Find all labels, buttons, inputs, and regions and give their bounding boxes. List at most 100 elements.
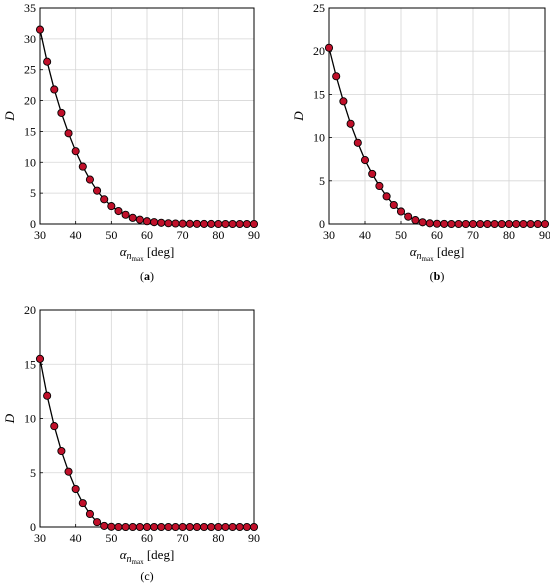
data-point (454, 219, 463, 229)
data-point (85, 175, 94, 184)
data-point (432, 219, 442, 228)
x-tick-label: 50 (105, 531, 117, 545)
data-point (192, 219, 201, 228)
data-point (107, 202, 116, 211)
y-tick-label: 5 (30, 186, 36, 200)
data-point (382, 192, 391, 201)
data-point (64, 467, 73, 476)
data-point (192, 522, 201, 532)
data-point (221, 219, 230, 229)
y-tick-label: 5 (30, 466, 36, 480)
x-tick-label: 90 (248, 228, 260, 242)
x-tick-label: 60 (431, 228, 443, 242)
data-point (353, 138, 362, 147)
y-tick-label: 20 (24, 303, 36, 317)
data-point (142, 217, 152, 226)
y-tick-label: 10 (24, 155, 36, 169)
x-tick-label: 90 (539, 228, 550, 242)
data-point (249, 522, 259, 532)
x-tick-label: 70 (467, 228, 479, 242)
y-tick-label: 0 (30, 217, 36, 231)
data-point (93, 186, 102, 195)
data-point (128, 522, 137, 532)
data-point (346, 119, 355, 128)
data-point (324, 43, 334, 52)
data-point (43, 391, 52, 400)
data-point (200, 522, 209, 532)
data-point (71, 484, 80, 494)
y-tick-label: 5 (319, 174, 325, 188)
x-tick-label: 40 (70, 531, 82, 545)
data-point (78, 162, 87, 171)
data-point (185, 219, 194, 228)
x-tick-label: 30 (34, 228, 46, 242)
y-tick-label: 30 (24, 32, 36, 46)
data-point (128, 213, 137, 222)
data-point (249, 219, 259, 229)
x-tick-label: 60 (141, 531, 153, 545)
y-tick-label: 20 (24, 94, 36, 108)
x-tick-label: 50 (395, 228, 407, 242)
data-point (43, 57, 52, 66)
y-tick-label: 20 (313, 44, 325, 58)
data-point (526, 219, 535, 229)
data-point (440, 219, 449, 228)
data-point (519, 219, 528, 229)
data-point (483, 219, 492, 229)
data-point (50, 422, 59, 431)
y-tick-label: 10 (313, 131, 325, 145)
data-point (368, 169, 377, 178)
data-point (389, 200, 398, 210)
data-point (78, 499, 87, 508)
data-point (490, 219, 499, 229)
data-point (135, 215, 144, 224)
data-point (185, 522, 194, 532)
data-point (64, 129, 73, 138)
data-point (85, 509, 94, 519)
data-point (228, 219, 237, 229)
data-point (396, 207, 406, 216)
data-point (404, 212, 413, 221)
data-point (150, 522, 159, 532)
data-point (93, 518, 102, 527)
data-point (178, 219, 187, 228)
data-point (242, 522, 251, 532)
y-tick-label: 0 (319, 217, 325, 231)
data-point (512, 219, 521, 229)
data-point (71, 147, 80, 156)
data-point (228, 522, 237, 532)
y-axis-label: D (291, 111, 306, 122)
panel-label: (b) (430, 269, 445, 283)
data-point (164, 219, 173, 228)
x-tick-label: 70 (177, 228, 189, 242)
y-tick-label: 0 (30, 520, 36, 534)
data-point (150, 218, 159, 227)
x-tick-label: 60 (141, 228, 153, 242)
data-point (35, 25, 45, 34)
data-point (447, 219, 456, 229)
y-tick-label: 35 (24, 1, 36, 15)
y-tick-label: 15 (24, 124, 36, 138)
data-point (461, 219, 470, 229)
data-point (533, 219, 542, 229)
y-tick-label: 15 (24, 357, 36, 371)
x-axis-label: αnmax [deg] (410, 244, 465, 263)
x-tick-label: 30 (34, 531, 46, 545)
data-point (540, 219, 550, 229)
data-point (157, 522, 166, 532)
panel-label: (c) (140, 569, 153, 583)
data-point (164, 522, 173, 532)
data-point (497, 219, 506, 229)
y-axis-label: D (2, 111, 17, 122)
y-tick-label: 10 (24, 412, 36, 426)
data-point (235, 219, 244, 229)
data-point (504, 219, 514, 229)
y-tick-label: 25 (313, 1, 325, 15)
data-point (57, 446, 66, 456)
data-point (425, 219, 434, 228)
data-point (107, 522, 116, 531)
data-point (242, 219, 251, 229)
x-tick-label: 80 (212, 228, 224, 242)
